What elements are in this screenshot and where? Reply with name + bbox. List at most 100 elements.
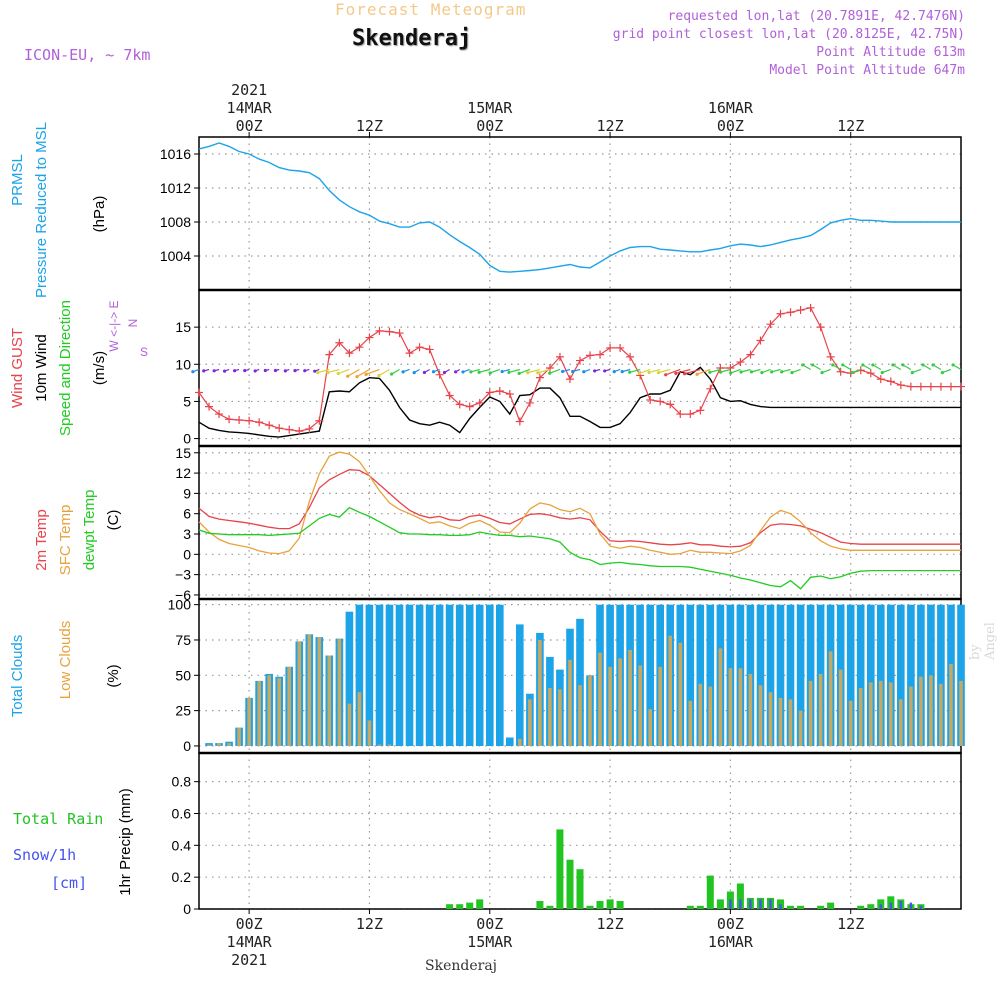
low-cloud-bar [808,680,813,746]
wind-arrow-head [461,370,465,374]
snow-bar [889,902,892,909]
y-tick-label: 0 [183,431,191,447]
low-cloud-bar [658,666,662,746]
total-cloud-bar [846,604,855,746]
total-cloud-bar [957,604,965,746]
wind-arrow-head [191,370,195,374]
wind-arrow-head [664,373,668,377]
wind-arrow-head [682,372,687,376]
top-time-label: 00Z [717,117,744,135]
bottom-time-label: 00Z [236,915,263,933]
wind-10m-line [198,366,961,438]
compass-we-label: W <-|-> E [107,300,121,351]
wind-arrow-head [412,371,416,375]
rain-bar [606,899,614,909]
sfc-temp-line [198,451,961,555]
low-cloud-bar [317,637,322,746]
gust-marker [475,398,484,407]
y-tick-label: 0 [183,901,191,917]
rain-bar [466,902,474,909]
wind-arrow-head [718,370,723,374]
snow-bar [919,905,923,909]
gust-marker [886,377,895,386]
wind-arrow [478,368,490,373]
y-tick-label: −6 [175,587,191,603]
wind-arrow [709,368,721,373]
low-cloud-bar [297,641,302,746]
y-tick-label: 3 [183,526,191,542]
gust-marker [505,390,514,398]
wind-arrow-head [708,370,712,374]
gust-marker [495,387,504,396]
total-cloud-bar [706,604,715,746]
wind-arrow [518,368,531,374]
top-time-label: 12Z [597,117,624,135]
total-cloud-bar [776,604,785,746]
gridpoint-coords: grid point closest lon,lat (20.8125E, 42… [612,27,965,42]
wind-arrow-head [647,370,651,375]
wind-arrow-head [500,369,504,374]
rain-bar [686,905,694,909]
gust-marker [195,388,203,397]
gust-marker [946,382,955,391]
top-time-label: 16MAR [708,99,754,117]
wind-arrow-head [841,363,845,367]
wind-arrow-head [910,371,914,375]
wind-arrow-head [222,369,227,373]
t2m-line [198,469,961,548]
total-cloud-bar [475,604,484,746]
wind-arrow-head [488,371,492,375]
y-tick-label: 12 [175,465,191,481]
wind-arrow-head [801,363,805,367]
wind-arrow-head [377,373,381,378]
rain-bar [616,901,624,909]
wind-10m-label: 10m Wind [33,334,50,402]
low-cloud-bar [748,673,753,746]
total-cloud-bar [867,604,875,746]
wind-arrow [639,368,651,374]
low-cloud-bar [798,710,803,746]
wind-arrow-head [536,371,540,375]
snow-bar [909,902,913,909]
low-cloud-bar [818,673,823,746]
bottom-station-label: Skenderaj [425,958,498,974]
wind-arrow-head [326,371,330,375]
y-tick-label: 75 [175,632,191,648]
wind-arrow-head [612,370,616,374]
gust-marker [896,381,905,390]
snow-bar [779,904,782,909]
gust-marker [355,343,364,352]
wind-arrow-head [871,363,875,367]
total-cloud-bar [897,604,905,746]
top-time-label: 00Z [236,117,263,135]
low-cloud-bar [678,642,683,746]
wind-arrow-head [442,370,447,375]
wind-arrow-head [263,368,267,373]
wind-unit-label: (m/s) [91,351,108,385]
wind-arrow [327,368,340,374]
gust-marker [616,343,625,352]
snow-bar [879,904,882,909]
low-cloud-bar [578,685,582,746]
rain-bar [476,899,484,909]
snow-bar [769,899,772,909]
bottom-time-label: 12Z [597,915,624,933]
gust-marker [325,350,334,359]
gust-marker [766,320,775,329]
clouds-unit-label: (%) [105,664,122,687]
wind-arrow-head [891,363,895,367]
wind-arrow-head [303,369,307,373]
panel-clouds: 0 25 50 75 100 [168,597,965,754]
wind-arrow-head [674,371,678,375]
gust-marker [385,327,394,336]
wind-arrow [675,368,691,374]
low-cloud-bar [598,652,602,746]
y-tick-label: 6 [183,506,191,522]
compass-s-label: S [140,345,148,359]
gust-marker [455,400,464,409]
y-tick-label: 5 [183,393,191,409]
gust-marker [305,424,314,433]
low-cloud-bar [919,676,923,746]
wind-arrow [740,368,751,373]
total-cloud-bar [355,604,364,746]
